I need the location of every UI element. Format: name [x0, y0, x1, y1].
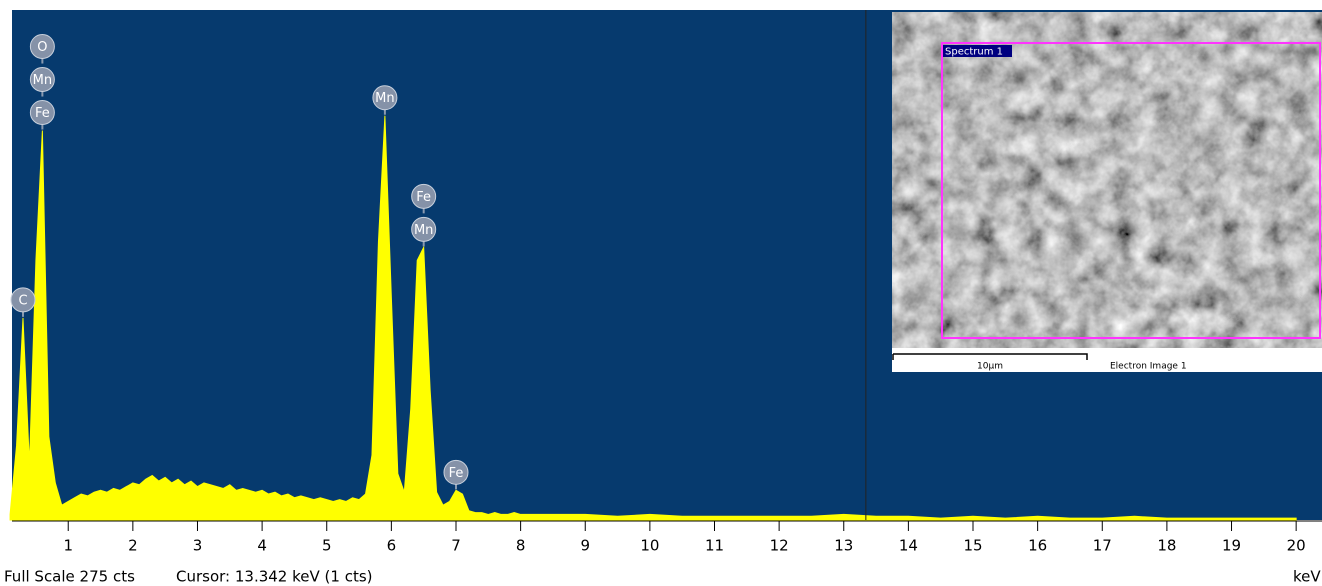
x-tick-label: 18 — [1157, 537, 1176, 555]
x-tick-label: 1 — [63, 537, 73, 555]
x-tick-label: 13 — [834, 537, 853, 555]
x-tick-label: 15 — [963, 537, 982, 555]
x-tick-label: 6 — [387, 537, 397, 555]
eds-spectrum-view: C Fe Mn O Mn Mn Fe Fe Spectrum 1 10µm Electron … — [0, 0, 1322, 586]
image-footer — [892, 348, 1322, 372]
x-tick-label: 12 — [770, 537, 789, 555]
image-label: Electron Image 1 — [1110, 362, 1187, 372]
x-tick-label: 2 — [128, 537, 138, 555]
element-text: Mn — [375, 91, 394, 106]
x-tick-label: 11 — [705, 537, 724, 555]
element-text: Fe — [416, 190, 431, 205]
x-tick-label: 5 — [322, 537, 332, 555]
x-tick-label: 20 — [1287, 537, 1306, 555]
element-text: Fe — [35, 106, 50, 121]
x-tick-label: 9 — [580, 537, 590, 555]
status-scale: Full Scale 275 cts — [4, 568, 135, 586]
sem-image — [892, 12, 1322, 348]
x-tick-label: 14 — [899, 537, 918, 555]
scale-label: 10µm — [977, 362, 1003, 372]
x-tick-label: 17 — [1093, 537, 1112, 555]
x-unit: keV — [1293, 568, 1321, 586]
x-tick-label: 10 — [640, 537, 659, 555]
electron-image: Spectrum 1 10µm Electron Image 1 — [892, 12, 1322, 372]
element-text: Mn — [414, 223, 433, 238]
x-tick-label: 16 — [1028, 537, 1047, 555]
x-tick-label: 7 — [451, 537, 461, 555]
x-tick-label: 3 — [193, 537, 203, 555]
x-tick-label: 19 — [1222, 537, 1241, 555]
element-text: Fe — [449, 466, 464, 481]
x-tick-label: 8 — [516, 537, 526, 555]
element-text: O — [37, 40, 47, 55]
status-cursor: Cursor: 13.342 keV (1 cts) — [176, 568, 373, 586]
x-tick-label: 4 — [257, 537, 267, 555]
element-text: C — [18, 293, 27, 308]
spectrum-label: Spectrum 1 — [945, 47, 1003, 58]
element-text: Mn — [33, 73, 52, 88]
